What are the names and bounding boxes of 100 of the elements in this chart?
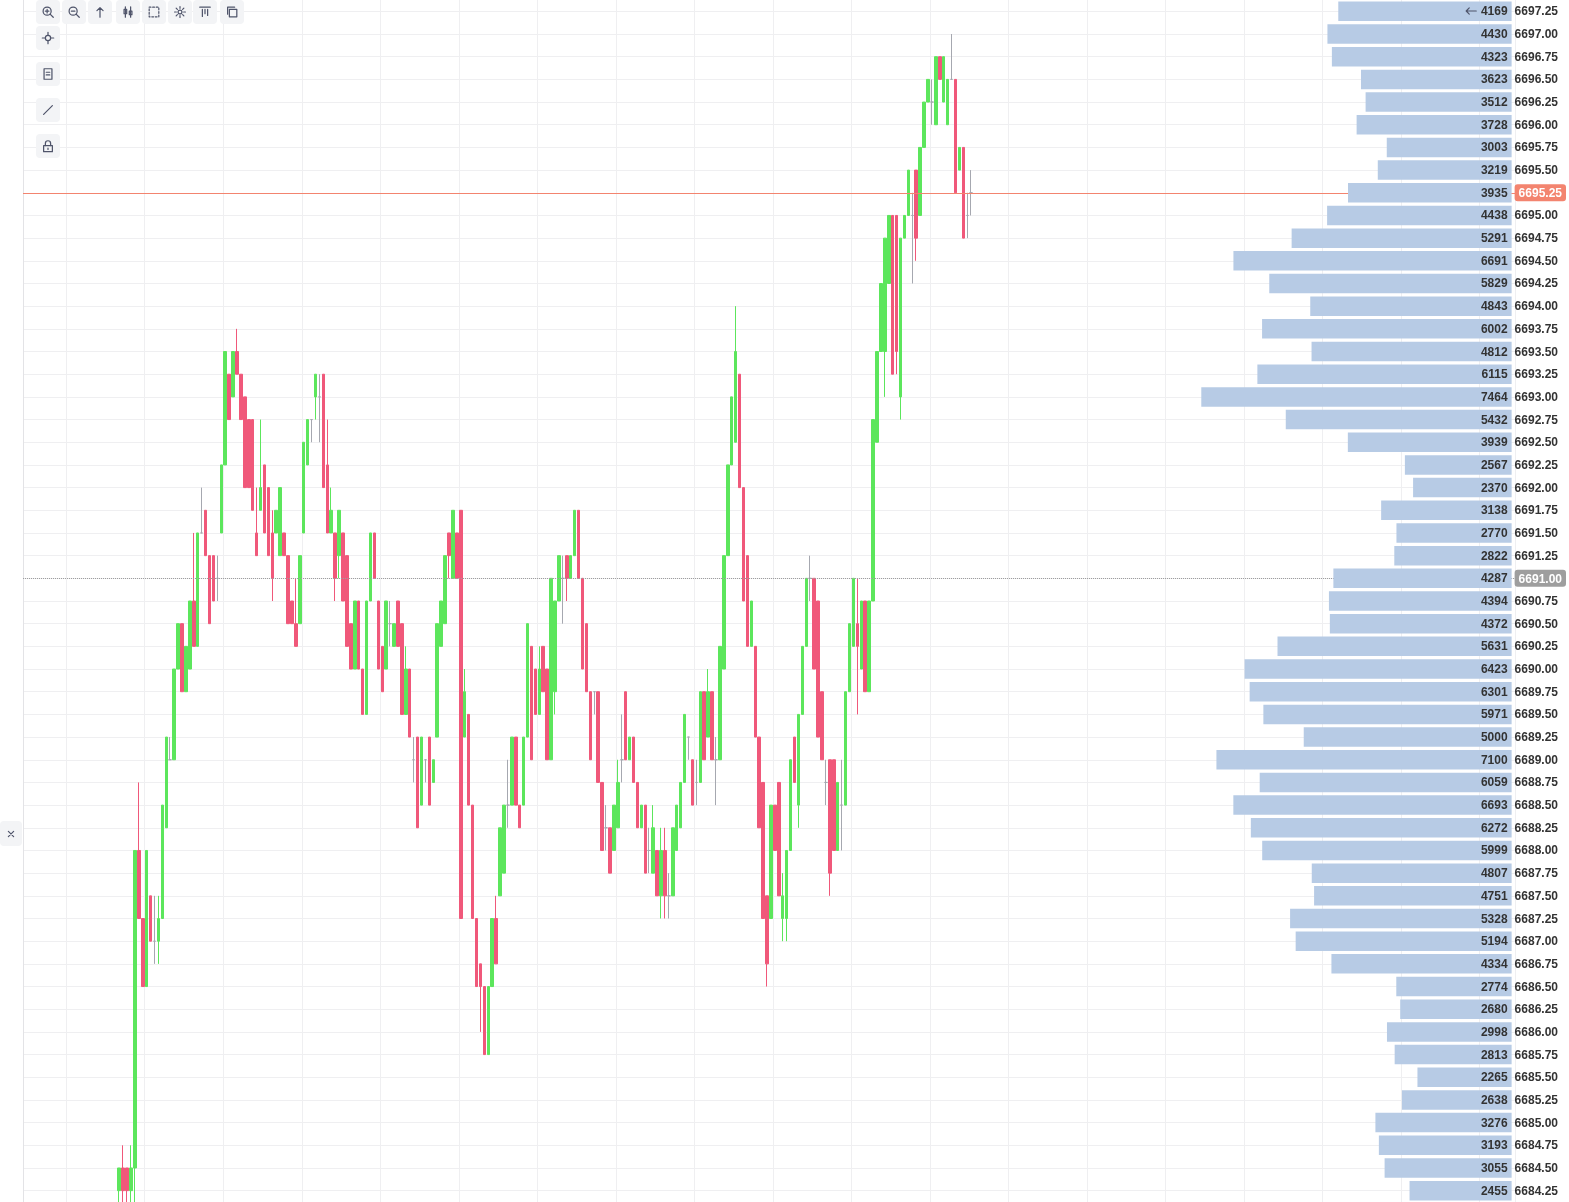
y-tick-label: 6690.75 [1514, 594, 1559, 608]
data-label: 4843 [1480, 299, 1508, 314]
y-tick-label: 6694.75 [1514, 231, 1559, 246]
y-tick-label: 6685.50 [1514, 1070, 1559, 1085]
candlestick [200, 487, 203, 534]
bar [1328, 591, 1512, 611]
y-tick-label: 6693.25 [1514, 367, 1559, 382]
candlestick [310, 419, 313, 443]
candlestick [428, 736, 431, 806]
data-label: 3512 [1480, 95, 1508, 110]
bar [1401, 1090, 1512, 1110]
candlestick [628, 736, 631, 761]
candlestick [259, 419, 262, 511]
bar [1311, 341, 1512, 362]
data-label: 2567 [1480, 457, 1508, 472]
candlestick [793, 736, 796, 783]
candlestick [561, 555, 565, 625]
y-tick-label: 6687.50 [1514, 888, 1559, 903]
y-tick-label: 6688.25 [1514, 820, 1559, 835]
data-label: 2680 [1480, 1002, 1508, 1017]
data-label: 4751 [1480, 888, 1508, 903]
bar [1331, 954, 1512, 974]
bar [1360, 69, 1512, 90]
candlestick [938, 56, 942, 80]
candlestick [687, 736, 690, 761]
candlestick [231, 351, 235, 398]
bar [1257, 364, 1512, 384]
candlestick [227, 373, 231, 421]
data-label: 3219 [1480, 163, 1508, 178]
bar [1400, 999, 1512, 1019]
y-tick-label: 6687.75 [1514, 866, 1559, 881]
data-label: 4287 [1480, 571, 1508, 586]
y-tick-label: 6695.50 [1514, 163, 1559, 178]
candlestick [934, 56, 938, 126]
data-label: 3003 [1480, 140, 1508, 155]
bar [1303, 727, 1512, 747]
y-tick-label: 6686.50 [1514, 979, 1559, 994]
bar [1290, 908, 1512, 929]
data-label: 2455 [1480, 1183, 1508, 1198]
candlestick [620, 713, 624, 783]
y-tick-label: 6684.50 [1514, 1160, 1559, 1175]
y-tick-label: 6690.50 [1514, 616, 1559, 631]
bar [1394, 545, 1512, 566]
y-tick-label: 6693.75 [1514, 321, 1559, 336]
y-tick-label: 6692.25 [1514, 457, 1559, 472]
y-tick-label: 6696.50 [1514, 72, 1559, 87]
candlestick [333, 532, 337, 602]
candlestick [404, 645, 408, 715]
candlestick [966, 192, 969, 239]
bar [1201, 387, 1512, 407]
data-label: 4334 [1480, 956, 1508, 971]
candlestick [432, 759, 435, 783]
data-label: 5291 [1480, 231, 1508, 246]
data-label: 7464 [1480, 389, 1508, 404]
candlestick [750, 600, 753, 647]
bar [1285, 409, 1512, 430]
candlestick [384, 600, 388, 670]
bar [1329, 613, 1512, 634]
candlestick [424, 759, 427, 783]
y-tick-label: 6696.75 [1514, 49, 1559, 64]
bar [1365, 92, 1512, 112]
y-tick-label: 6695.25 [1518, 186, 1563, 201]
y-tick-label: 6692.75 [1514, 412, 1559, 427]
candlestick [420, 736, 423, 806]
bar [1381, 500, 1512, 521]
y-tick-label: 6688.75 [1514, 775, 1559, 790]
bar [1404, 455, 1512, 475]
bar [1233, 251, 1512, 271]
candlestick [216, 555, 219, 602]
y-tick-label: 6694.25 [1514, 276, 1559, 291]
data-label: 5631 [1480, 639, 1508, 654]
y-tick-label: 6687.25 [1514, 911, 1559, 926]
data-label: 3623 [1480, 72, 1508, 87]
y-tick-label: 6685.00 [1514, 1115, 1559, 1130]
bar [1396, 523, 1512, 543]
candlestick [824, 759, 828, 806]
bar [1295, 931, 1512, 951]
candlestick [251, 419, 254, 511]
bar [1338, 1, 1512, 22]
candlestick [373, 532, 376, 579]
y-tick-label: 6690.25 [1514, 639, 1559, 654]
data-label: 3728 [1480, 117, 1508, 132]
candlestick [856, 577, 859, 715]
candlestick [314, 373, 317, 421]
y-tick-label: 6688.00 [1514, 843, 1559, 858]
data-label: 4812 [1480, 344, 1508, 359]
candlestick [714, 736, 718, 806]
data-label: 2813 [1480, 1047, 1508, 1062]
y-tick-label: 6685.25 [1514, 1092, 1559, 1107]
candlestick [192, 532, 196, 647]
bar [1378, 1135, 1512, 1156]
data-label: 6693 [1480, 798, 1508, 813]
bar [1250, 818, 1512, 838]
bar [1277, 636, 1512, 657]
candlestick [828, 759, 832, 897]
bar [1262, 840, 1512, 861]
bar [1263, 704, 1512, 725]
y-tick-label: 6695.75 [1514, 140, 1559, 155]
candlestick [298, 555, 302, 625]
data-label: 6301 [1480, 684, 1508, 699]
